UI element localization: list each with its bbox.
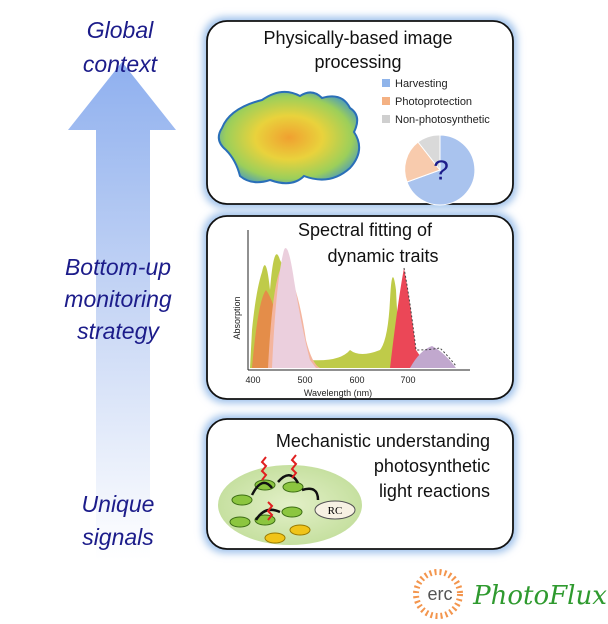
- x-tick-label: 400: [245, 375, 260, 385]
- panel-title: Mechanistic understanding: [276, 431, 490, 451]
- antenna-complexes: [229, 479, 311, 544]
- pie-label: ?: [433, 154, 449, 185]
- label: Global: [87, 17, 154, 43]
- legend-label: Non-photosynthetic: [395, 114, 490, 126]
- panel-title: dynamic traits: [327, 246, 438, 266]
- label: monitoring: [64, 286, 172, 312]
- legend-label: Photoprotection: [395, 96, 472, 108]
- legend-swatch: [382, 97, 390, 105]
- node-label: RC: [328, 505, 343, 517]
- label: Bottom-up: [65, 254, 171, 280]
- legend-label: Harvesting: [395, 78, 448, 90]
- x-tick-label: 600: [349, 375, 364, 385]
- map-image: [217, 90, 361, 185]
- panel-spectral: Spectral fitting of dynamic traits Absor…: [232, 220, 470, 398]
- transfer-arrows: [250, 474, 320, 521]
- x-tick-label: 500: [297, 375, 312, 385]
- panel-title: light reactions: [379, 481, 490, 501]
- spectra: [250, 248, 456, 368]
- legend-swatch: [382, 115, 390, 123]
- fit-line: [403, 267, 457, 367]
- legend-swatch: [382, 79, 390, 87]
- panel-title: processing: [314, 52, 401, 72]
- reaction-center: [314, 500, 356, 520]
- label: context: [83, 51, 159, 77]
- y-axis-label: Absorption: [232, 296, 242, 339]
- x-axis-label: Wavelength (nm): [304, 388, 372, 398]
- membrane: [218, 465, 362, 545]
- panel-title: photosynthetic: [374, 456, 490, 476]
- label: strategy: [77, 318, 160, 344]
- label: signals: [82, 524, 154, 550]
- logo-erc: erc: [427, 584, 452, 604]
- pie: [404, 134, 476, 206]
- panel-mechanistic: Mechanistic understanding photosynthetic…: [218, 431, 490, 545]
- x-tick-label: 700: [400, 375, 415, 385]
- fluorescence-arrows: [260, 454, 298, 521]
- panel-image-processing: Physically-based image processing Harves…: [217, 28, 490, 206]
- upward-arrow: [68, 62, 176, 560]
- logos: erc PhotoFlux: [413, 569, 607, 619]
- logo-photoflux: PhotoFlux: [472, 581, 607, 611]
- panel-title: Spectral fitting of: [298, 220, 433, 240]
- panel-title: Physically-based image: [263, 28, 452, 48]
- left-labels: Global context Bottom-up monitoring stra…: [64, 17, 172, 550]
- label: Unique: [82, 491, 155, 517]
